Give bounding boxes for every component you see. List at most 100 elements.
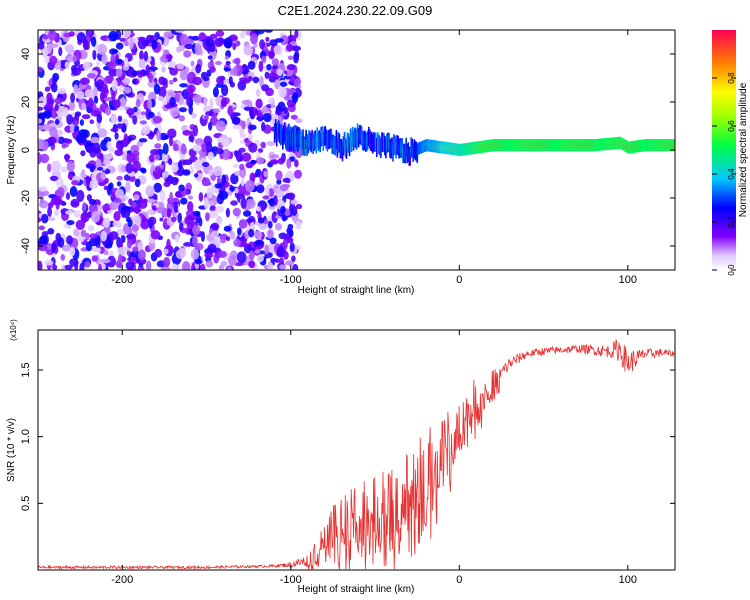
spectrogram-ridge-cell — [599, 138, 602, 151]
spectrogram-noise-cell — [79, 262, 85, 270]
spectrogram-ridge-cell — [661, 139, 663, 152]
spectrogram-noise-cell — [120, 235, 126, 243]
spectrogram-ridge-cell — [455, 143, 458, 156]
spectrogram-noise-cell — [255, 98, 263, 109]
spectrogram-noise-cell — [96, 113, 103, 124]
spectrogram-noise-cell — [38, 66, 43, 73]
x-tick-label: 100 — [619, 574, 637, 586]
spectrogram-noise-cell — [116, 175, 123, 181]
spectrogram-noise-cell — [254, 249, 261, 254]
spectrogram-noise-cell — [232, 42, 237, 51]
spectrogram-noise-cell — [215, 148, 224, 155]
spectrogram-ridge-cell — [669, 139, 671, 152]
spectrogram-noise-cell — [292, 92, 299, 104]
spectrogram-ridge-cell — [338, 133, 341, 153]
spectrogram-ridge-cell — [327, 129, 330, 150]
spectrogram-noise-cell — [111, 91, 116, 101]
spectrogram-noise-cell — [82, 202, 87, 212]
spectrogram-noise-cell — [286, 64, 296, 71]
spectrogram-ridge-cell — [396, 135, 398, 155]
spectrogram-noise-cell — [274, 79, 281, 90]
spectrogram-noise-cell — [285, 44, 294, 52]
spectrogram-noise-cell — [38, 260, 43, 270]
spectrogram-noise-cell — [175, 249, 186, 259]
spectrogram-ridge-cell — [387, 132, 389, 152]
spectrogram-noise-cell — [227, 266, 232, 270]
spectrogram-noise-cell — [80, 212, 90, 223]
colorbar: 0.0 0.2 0.4 0.6 0.8 Normalized spectral ampl… — [712, 30, 749, 276]
spectrogram-ridge-cell — [432, 140, 435, 153]
spectrogram-noise-cell — [247, 60, 256, 70]
spectrogram-ridge-cell — [316, 127, 318, 147]
spectrogram-noise-cell — [51, 109, 56, 118]
spectrogram-noise-cell — [143, 50, 149, 62]
spectrogram-ridge-cell — [330, 128, 333, 149]
spectrogram-noise-cell — [97, 43, 107, 55]
spectrogram-noise-cell — [208, 169, 214, 176]
spectrogram-ridge-cell — [499, 139, 501, 152]
spectrogram-noise-cell — [128, 198, 133, 205]
spectrogram-noise-cell — [150, 149, 160, 156]
spectrogram-ridge-cell — [571, 139, 573, 152]
spectrogram-noise-cell — [192, 76, 203, 86]
spectrogram-noise-cell — [111, 79, 118, 92]
spectrogram-noise-cell — [84, 89, 94, 99]
spectrogram-noise-cell — [125, 181, 131, 193]
spectrogram-noise-cell — [92, 49, 97, 60]
spectrogram-ridge-cell — [487, 139, 489, 152]
spectrogram-ridge-cell — [566, 139, 568, 152]
spectrogram-noise-cell — [195, 63, 202, 74]
spectrogram-noise-cell — [265, 36, 270, 42]
spectrogram-ridge-cell — [419, 141, 422, 154]
spectrogram-ridge-cell — [273, 123, 276, 143]
spectrogram-noise-cell — [241, 152, 252, 162]
spectrogram-ridge-cell — [332, 134, 335, 154]
spectrogram-noise-cell — [264, 71, 270, 80]
spectrogram-ridge-cell — [561, 139, 563, 152]
spectrogram-ridge-cell — [325, 129, 328, 149]
y-tick-label: 1.0 — [20, 429, 32, 444]
spectrogram-ridge-cell — [641, 139, 643, 152]
spectrogram-noise-cell — [241, 30, 247, 37]
spectrogram-noise-cell — [293, 78, 301, 87]
spectrogram-ridge-cell — [293, 133, 295, 153]
spectrogram-ridge-cell — [365, 132, 368, 152]
spectrogram-noise-cell — [121, 156, 128, 161]
spectrogram-noise-cell — [82, 137, 88, 146]
spectrogram-ridge-cell — [601, 138, 604, 151]
spectrogram-ridge-cell — [424, 139, 427, 152]
spectrogram-ridge-cell — [538, 139, 541, 152]
spectrogram-ridge-cell — [639, 139, 642, 152]
spectrogram-noise-cell — [116, 58, 123, 65]
spectrogram-ridge-cell — [301, 136, 303, 156]
spectrogram-ridge-cell — [457, 143, 460, 156]
spectrogram-ridge-cell — [382, 132, 384, 152]
spectrogram-noise-cell — [139, 50, 144, 61]
spectrogram-ridge-cell — [532, 139, 535, 152]
spectrogram-noise-cell — [213, 165, 223, 177]
spectrogram-noise-cell — [145, 260, 152, 270]
spectrogram-noise-cell — [293, 52, 299, 64]
spectrogram-ridge-cell — [375, 132, 377, 152]
spectrogram-ridge-cell — [614, 137, 617, 150]
spectrogram-ridge-cell — [648, 139, 650, 152]
spectrogram-noise-cell — [147, 209, 154, 215]
spectrogram-noise-cell — [287, 223, 294, 230]
spectrogram-ridge-cell — [366, 130, 369, 150]
spectrogram-ridge-cell — [310, 133, 312, 153]
spectrogram-ridge-cell — [285, 128, 287, 149]
spectrogram-noise-cell — [207, 243, 217, 253]
spectrogram-noise-cell — [91, 210, 101, 223]
spectrogram-ridge-cell — [427, 139, 430, 152]
spectrogram-ridge-cell — [656, 139, 658, 152]
spectrogram-ridge-cell — [364, 132, 367, 152]
spectrogram-noise-cell — [267, 221, 273, 229]
spectrogram-noise-cell — [68, 31, 75, 37]
spectrogram-noise-cell — [216, 215, 223, 225]
x-tick-label: -200 — [111, 574, 133, 586]
spectrogram-noise-cell — [46, 92, 53, 102]
spectrogram-noise-cell — [169, 68, 179, 76]
spectrogram-ridge-cell — [649, 139, 651, 152]
spectrogram-ridge-cell — [425, 139, 428, 152]
